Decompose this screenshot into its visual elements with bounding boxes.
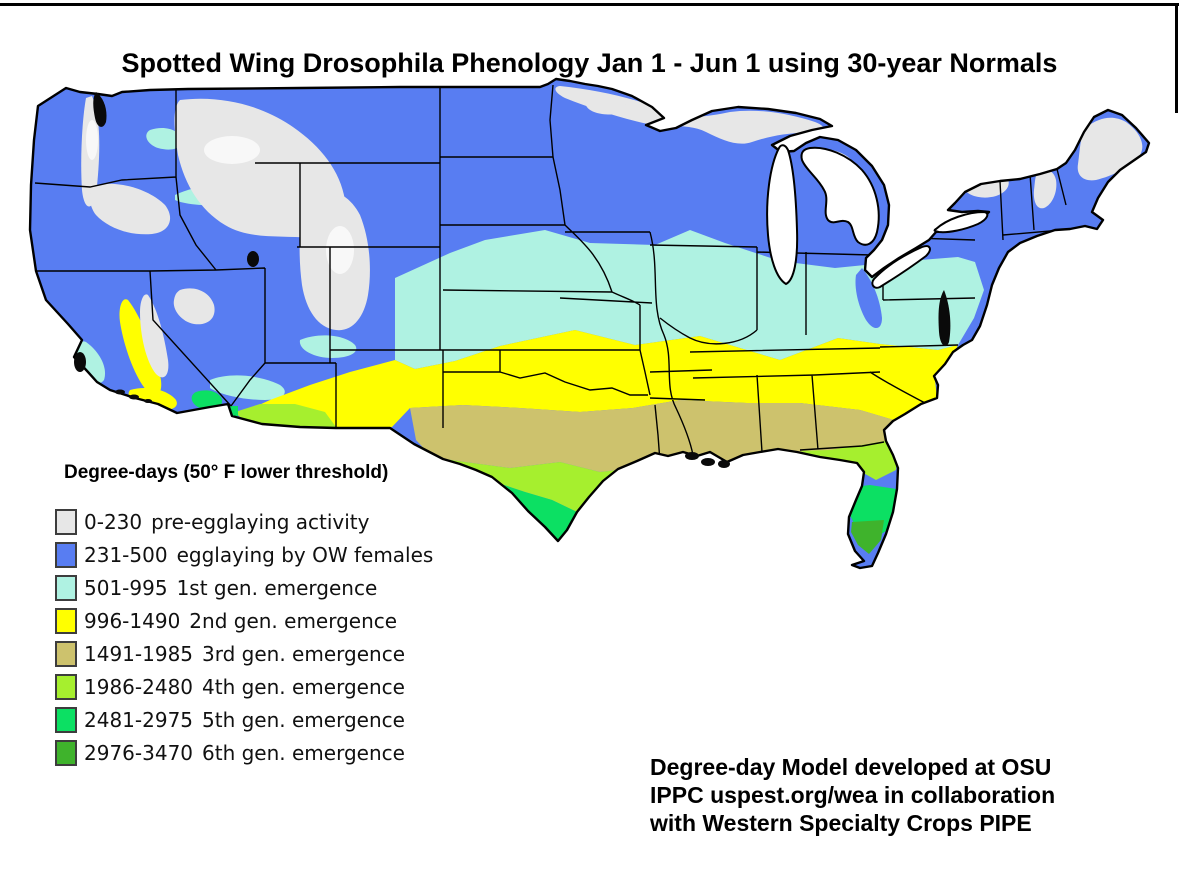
legend-swatch <box>55 574 77 601</box>
legend-label: 1st gen. emergence <box>176 575 378 600</box>
legend-label: pre-egglaying activity <box>151 509 370 534</box>
legend-range: 231-500 <box>84 542 168 567</box>
legend-range: 1491-1985 <box>84 641 194 666</box>
legend-range: 1986-2480 <box>84 674 194 699</box>
legend-swatch <box>55 607 77 634</box>
legend-label: 4th gen. emergence <box>202 674 405 699</box>
legend-item: 1986-2480 4th gen. emergence <box>55 673 433 700</box>
zone-pre-egglaying <box>81 86 1143 378</box>
mountain-highlights <box>86 120 354 274</box>
legend-label: 2nd gen. emergence <box>189 608 398 633</box>
legend-swatch <box>55 706 77 733</box>
legend-range: 2976-3470 <box>84 740 194 765</box>
legend-swatch <box>55 739 77 766</box>
legend-item: 996-1490 2nd gen. emergence <box>55 607 433 634</box>
louisiana-marsh <box>685 452 699 460</box>
zone-3rd-gen-emergence <box>410 400 897 472</box>
legend-label: 3rd gen. emergence <box>202 641 405 666</box>
legend: Degree-days (50° F lower threshold) 0-23… <box>55 462 433 772</box>
legend-item: 501-995 1st gen. emergence <box>55 574 433 601</box>
legend-swatch <box>55 673 77 700</box>
image-top-border <box>0 3 1179 6</box>
great-lakes <box>766 144 989 289</box>
coastal-water-features <box>74 92 951 468</box>
legend-label: 5th gen. emergence <box>202 707 405 732</box>
legend-label: egglaying by OW females <box>176 542 434 567</box>
page-title: Spotted Wing Drosophila Phenology Jan 1 … <box>121 48 1058 79</box>
great-salt-lake <box>247 251 259 267</box>
zone-6th-gen-emergence <box>851 520 884 554</box>
appalachian-blue-tongue <box>855 268 882 329</box>
legend-items: 0-230 pre-egglaying activity 231-500 eggla… <box>55 508 433 772</box>
zone-1st-gen-emergence <box>77 128 984 400</box>
legend-item: 1491-1985 3rd gen. emergence <box>55 640 433 667</box>
channel-island <box>144 399 152 403</box>
zone-5th-gen-emergence <box>191 390 897 541</box>
puget-sound <box>93 92 107 127</box>
san-francisco-bay <box>74 352 86 372</box>
lake-erie <box>871 245 931 289</box>
lake-huron <box>800 146 880 246</box>
legend-item: 231-500 egglaying by OW females <box>55 541 433 568</box>
credit-line: IPPC uspest.org/wea in collaboration <box>650 782 1056 808</box>
legend-swatch <box>55 541 77 568</box>
lake-ontario <box>933 210 989 234</box>
legend-label: 6th gen. emergence <box>202 740 405 765</box>
louisiana-marsh <box>718 460 730 468</box>
legend-range: 996-1490 <box>84 608 181 633</box>
credit-block: Degree-day Model developed at OSU IPPC u… <box>650 753 1055 837</box>
legend-range: 0-230 <box>84 509 143 534</box>
channel-island <box>115 389 125 395</box>
legend-item: 2481-2975 5th gen. emergence <box>55 706 433 733</box>
credit-line: with Western Specialty Crops PIPE <box>650 810 1032 836</box>
legend-range: 501-995 <box>84 575 168 600</box>
legend-swatch <box>55 508 77 535</box>
legend-item: 0-230 pre-egglaying activity <box>55 508 433 535</box>
louisiana-marsh <box>701 458 715 466</box>
image-right-border <box>1175 3 1178 113</box>
channel-island <box>129 394 139 400</box>
credit-line: Degree-day Model developed at OSU <box>650 754 1052 780</box>
legend-item: 2976-3470 6th gen. emergence <box>55 739 433 766</box>
legend-range: 2481-2975 <box>84 707 194 732</box>
lake-michigan <box>766 144 799 286</box>
chesapeake-bay <box>938 290 951 347</box>
legend-swatch <box>55 640 77 667</box>
legend-heading: Degree-days (50° F lower threshold) <box>64 462 389 483</box>
